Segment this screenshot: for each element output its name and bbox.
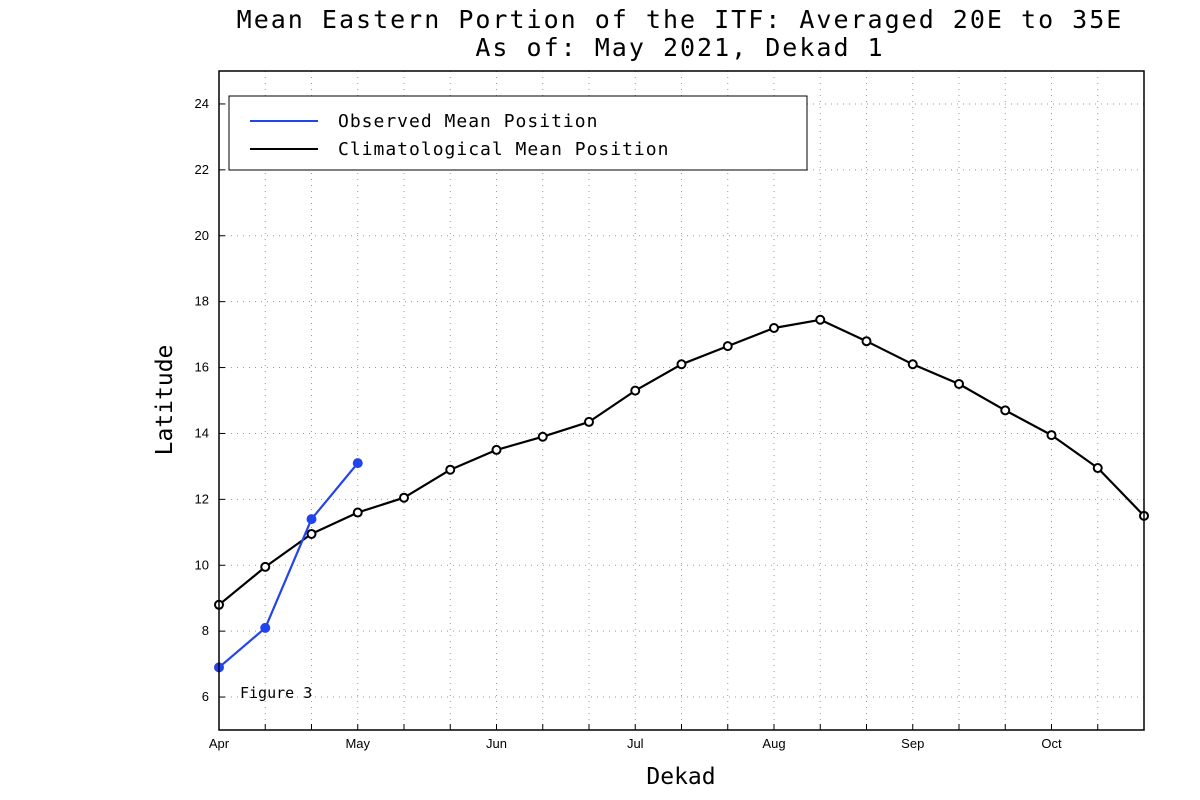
data-point [260,561,271,572]
series-observed [214,458,363,673]
data-point [1046,430,1057,441]
data-point [861,336,872,347]
axis-ticks: 6 8 10 12 14 16 18 20 22 24 Apr May Jun Jul Aug Sep Oct [195,96,1099,751]
legend-label-observed: Observed Mean Position [338,111,598,132]
x-tick-label: Sep [901,736,924,751]
data-point [491,444,502,455]
chart-subtitle: As of: May 2021, Dekad 1 [475,33,884,62]
y-tick-label: 24 [195,96,209,111]
data-point [352,507,363,518]
series-line [218,462,359,669]
plot-frame [218,70,1145,731]
data-point [1000,405,1011,416]
data-point [954,379,964,390]
data-point [722,341,733,352]
legend-label-climatological: Climatological Mean Position [338,139,669,160]
data-point [815,314,826,325]
legend-box [228,95,808,171]
data-point [769,323,779,334]
x-axis-title: Dekad [646,764,715,790]
x-tick-label: Aug [762,736,785,751]
data-point [537,431,548,442]
y-tick-label: 12 [195,491,209,506]
data-point [630,385,641,396]
y-axis-title: Latitude [152,345,178,456]
data-point [306,528,317,539]
data-point [306,514,317,525]
data-point [352,458,363,469]
data-point [584,416,594,427]
data-point [907,359,918,370]
y-tick-label: 14 [195,425,209,440]
data-point [676,359,687,370]
data-series [214,314,1149,673]
x-tick-label: Oct [1041,736,1062,751]
data-point [445,464,456,475]
chart-legend: Observed Mean Position Climatological Me… [228,95,808,171]
y-tick-label: 6 [202,689,209,704]
data-point [1092,463,1103,474]
y-tick-label: 22 [195,162,209,177]
y-tick-label: 8 [202,623,209,638]
data-point [260,622,271,633]
figure-annotation: Figure 3 [240,684,312,702]
chart-title: Mean Eastern Portion of the ITF: Average… [237,5,1124,34]
x-tick-label: Jul [627,736,644,751]
x-tick-label: May [345,736,370,751]
y-tick-label: 18 [195,294,209,309]
series-climatological [214,314,1149,610]
x-tick-label: Jun [486,736,507,751]
x-tick-label: Apr [209,736,230,751]
data-point [399,492,409,503]
y-tick-label: 16 [195,360,209,375]
y-tick-label: 10 [195,557,209,572]
y-tick-label: 20 [195,228,209,243]
